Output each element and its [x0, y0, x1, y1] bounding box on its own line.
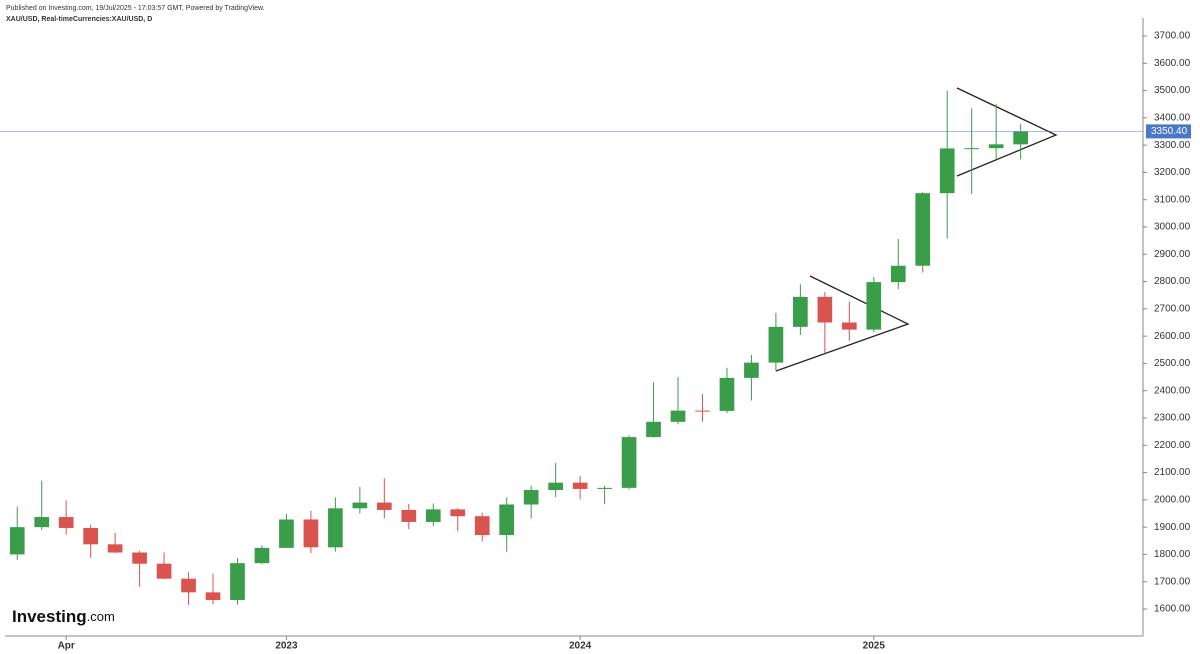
candle-body — [352, 502, 368, 509]
y-tick-label: 2500.00 — [1154, 358, 1191, 369]
x-tick-label: Apr — [58, 641, 75, 652]
x-tick-label: 2024 — [569, 641, 592, 652]
candle-body — [474, 516, 490, 536]
y-tick-label: 3300.00 — [1154, 140, 1191, 151]
candle-body — [866, 282, 882, 330]
y-tick-label: 2600.00 — [1154, 331, 1191, 342]
candle-body — [646, 421, 661, 438]
candle-body — [303, 519, 319, 548]
y-tick-label: 1600.00 — [1154, 604, 1191, 615]
candle-body — [744, 362, 759, 378]
candle-body — [425, 509, 441, 522]
x-tick-label: 2025 — [863, 641, 886, 652]
candle-body — [572, 482, 588, 489]
y-tick-label: 1700.00 — [1154, 576, 1191, 587]
candle-body — [205, 592, 221, 600]
candle-body — [964, 148, 980, 150]
candle-body — [548, 482, 563, 491]
candle-body — [793, 296, 808, 327]
candle-body — [34, 517, 50, 528]
y-tick-label: 3700.00 — [1154, 31, 1191, 42]
last-price-label: 3350.40 — [1151, 126, 1188, 137]
candle-body — [279, 519, 294, 548]
y-tick-label: 3000.00 — [1154, 222, 1191, 233]
candle-body — [132, 552, 147, 564]
logo-suffix: .com — [87, 609, 115, 624]
candle-body — [328, 508, 343, 548]
y-tick-label: 2400.00 — [1154, 385, 1191, 396]
candle-body — [915, 193, 931, 266]
candle-body — [719, 377, 735, 411]
y-tick-label: 2700.00 — [1154, 303, 1191, 314]
candle-body — [817, 296, 833, 323]
y-tick-label: 2200.00 — [1154, 440, 1191, 451]
y-tick-label: 2800.00 — [1154, 276, 1191, 287]
y-tick-label: 2300.00 — [1154, 413, 1191, 424]
candle-body — [376, 502, 392, 510]
header: Published on Investing.com, 19/Jul/2025 … — [6, 5, 265, 12]
candle-body — [621, 437, 637, 488]
y-tick-label: 3500.00 — [1154, 85, 1191, 96]
triangle-drawings — [775, 87, 1058, 372]
candle-body — [181, 578, 196, 593]
triangle-pattern — [956, 87, 1058, 177]
candle-body — [58, 517, 74, 528]
y-tick-label: 3100.00 — [1154, 194, 1191, 205]
y-tick-label: 2000.00 — [1154, 494, 1191, 505]
y-tick-label: 3600.00 — [1154, 58, 1191, 69]
y-tick-label: 3200.00 — [1154, 167, 1191, 178]
triangle-pattern — [775, 275, 910, 372]
candle-body — [768, 326, 784, 363]
chart-title: XAU/USD, Real-timeCurrencies:XAU/USD, D — [6, 16, 152, 23]
candle-body — [499, 504, 515, 536]
logo-brand: Investing — [12, 607, 87, 626]
logo: Investing.com — [12, 607, 115, 626]
y-tick-label: 2100.00 — [1154, 467, 1191, 478]
candle-body — [670, 410, 686, 422]
candle-body — [9, 527, 25, 555]
candles — [9, 90, 1028, 605]
y-tick-label: 1900.00 — [1154, 522, 1191, 533]
candle-body — [401, 509, 417, 522]
y-tick-label: 1800.00 — [1154, 549, 1191, 560]
candle-body — [523, 490, 539, 505]
candle-body — [450, 509, 466, 517]
candle-body — [254, 547, 270, 564]
candle-body — [156, 563, 172, 579]
candle-body — [988, 144, 1004, 149]
last-price-tag — [1146, 124, 1191, 139]
candle-body — [107, 544, 123, 553]
candle-body — [230, 563, 245, 600]
candle-body — [83, 527, 98, 545]
candle-body — [597, 487, 612, 489]
candle-body — [695, 410, 710, 412]
x-tick-label: 2023 — [275, 641, 298, 652]
y-tick-label: 2900.00 — [1154, 249, 1191, 260]
candle-body — [1013, 131, 1028, 145]
y-tick-label: 3400.00 — [1154, 113, 1191, 124]
candle-body — [939, 148, 955, 194]
candle-body — [841, 322, 857, 330]
candle-body — [890, 265, 906, 283]
